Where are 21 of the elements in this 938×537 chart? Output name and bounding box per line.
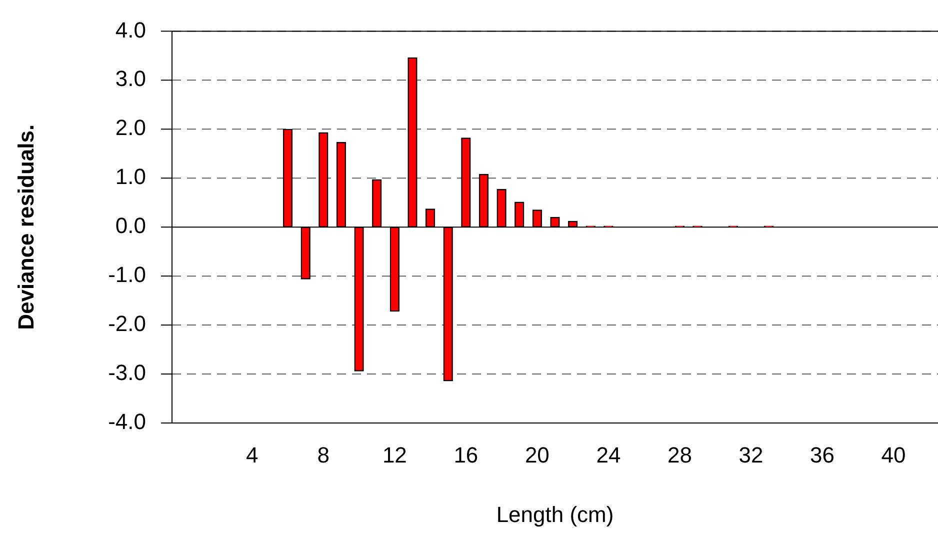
y-tick-label: 0.0 [115,213,146,238]
x-tick-label: 24 [596,442,621,468]
x-tick-label: 12 [382,442,407,468]
y-tick-label: -1.0 [108,262,146,288]
y-axis-title: Deviance residuals. [13,124,38,330]
x-axis-title: Length (cm) [496,502,614,527]
y-tick-label: 3.0 [115,66,146,92]
x-tick-label: 4 [246,442,258,468]
y-tick-label: 4.0 [115,17,146,42]
x-tick-label: 28 [667,442,692,468]
y-tick-label: -3.0 [108,360,146,386]
y-tick-label: -4.0 [108,409,146,434]
y-tick-label: 1.0 [115,164,146,190]
x-tick-label: 8 [317,442,330,468]
x-tick-label: 16 [454,442,478,468]
x-tick-label: 40 [881,442,906,468]
y-tick-label: 2.0 [115,115,146,140]
x-tick-label: 20 [524,442,550,468]
x-tick-label: 32 [738,442,764,468]
x-tick-label: 36 [810,442,834,468]
y-tick-label: -2.0 [108,311,146,336]
